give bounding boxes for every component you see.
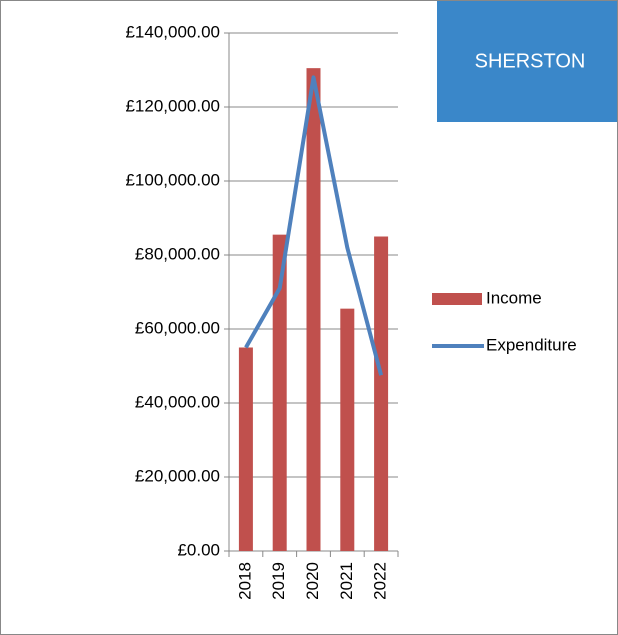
y-tick-label: £120,000.00 xyxy=(125,96,220,115)
x-tick-label: 2020 xyxy=(303,562,322,600)
x-tick-label: 2018 xyxy=(235,562,254,600)
y-tick-label: £140,000.00 xyxy=(125,22,220,41)
y-tick-label: £20,000.00 xyxy=(135,466,220,485)
line xyxy=(244,75,384,376)
bar xyxy=(340,308,355,551)
x-tick-label: 2021 xyxy=(337,562,356,600)
y-tick-label: £40,000.00 xyxy=(135,392,220,411)
y-tick-label: £0.00 xyxy=(177,540,220,559)
legend-label: Expenditure xyxy=(486,335,577,354)
legend-swatch xyxy=(432,293,482,305)
y-tick-label: £80,000.00 xyxy=(135,244,220,263)
legend-label: Income xyxy=(486,288,542,307)
x-tick-label: 2022 xyxy=(371,562,390,600)
bar xyxy=(238,347,253,551)
x-tick-label: 2019 xyxy=(269,562,288,600)
bar xyxy=(306,68,321,552)
y-tick-label: £100,000.00 xyxy=(125,170,220,189)
chart-title: SHERSTON xyxy=(475,50,586,72)
bar xyxy=(272,234,287,551)
bar xyxy=(374,236,389,551)
y-tick-label: £60,000.00 xyxy=(135,318,220,337)
title-box xyxy=(437,1,617,122)
